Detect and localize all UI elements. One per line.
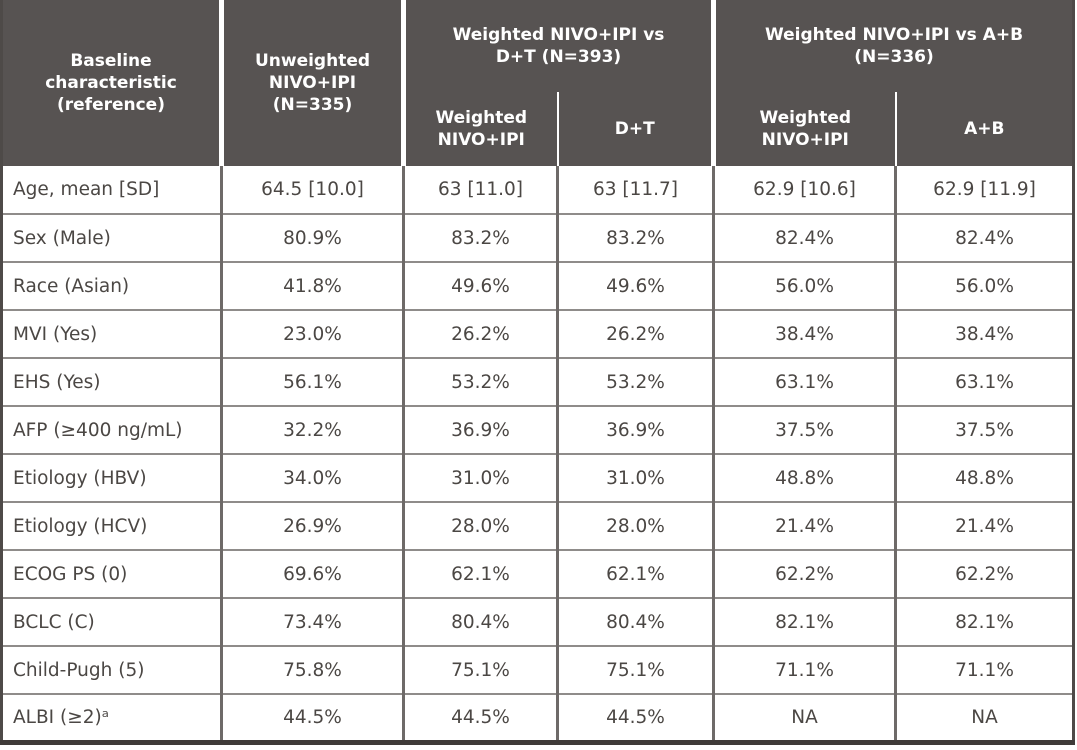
cell-value: 28.0%	[557, 502, 716, 552]
cell-value: 21.4%	[895, 502, 1074, 552]
cell-value: 53.2%	[403, 358, 559, 408]
header-group-weighted-vs-ab: Weighted NIVO+IPI vs A+B (N=336)	[713, 0, 1074, 92]
cell-value: 80.4%	[557, 598, 716, 648]
cell-value: NA	[895, 694, 1074, 743]
table-row-age: Age, mean [SD] 64.5 [10.0] 63 [11.0] 63 …	[1, 166, 1074, 216]
cell-value: 80.4%	[403, 598, 559, 648]
row-label: AFP (≥400 ng/mL)	[1, 406, 223, 456]
cell-value: 48.8%	[713, 454, 898, 504]
cell-value: 53.2%	[557, 358, 716, 408]
row-label: Age, mean [SD]	[1, 166, 223, 216]
cell-value: 62.1%	[557, 550, 716, 600]
row-label: ALBI (≥2)ᵃ	[1, 694, 223, 743]
cell-value: 62.1%	[403, 550, 559, 600]
cell-value: 63 [11.7]	[557, 166, 716, 216]
table-row-mvi: MVI (Yes) 23.0% 26.2% 26.2% 38.4% 38.4%	[1, 310, 1074, 360]
row-label: BCLC (C)	[1, 598, 223, 648]
cell-value: 73.4%	[221, 598, 405, 648]
cell-value: 49.6%	[557, 262, 716, 312]
table-row-race: Race (Asian) 41.8% 49.6% 49.6% 56.0% 56.…	[1, 262, 1074, 312]
cell-value: 37.5%	[713, 406, 898, 456]
cell-value: 28.0%	[403, 502, 559, 552]
cell-value: 26.2%	[557, 310, 716, 360]
subheader-weighted-nivo-ipi-ab: Weighted NIVO+IPI	[713, 92, 897, 166]
table-row-ecog: ECOG PS (0) 69.6% 62.1% 62.1% 62.2% 62.2…	[1, 550, 1074, 600]
cell-value: 71.1%	[713, 646, 898, 696]
table-row-sex: Sex (Male) 80.9% 83.2% 83.2% 82.4% 82.4%	[1, 214, 1074, 264]
row-label: Sex (Male)	[1, 214, 223, 264]
row-label: EHS (Yes)	[1, 358, 223, 408]
table-row-child-pugh: Child-Pugh (5) 75.8% 75.1% 75.1% 71.1% 7…	[1, 646, 1074, 696]
header-baseline-characteristic: Baseline characteristic (reference)	[1, 0, 224, 166]
cell-value: 23.0%	[221, 310, 405, 360]
cell-value: 63 [11.0]	[403, 166, 559, 216]
cell-value: 75.8%	[221, 646, 405, 696]
cell-value: 26.2%	[403, 310, 559, 360]
cell-value: 82.1%	[895, 598, 1074, 648]
subheader-weighted-nivo-ipi-dt: Weighted NIVO+IPI	[403, 92, 559, 166]
cell-value: 62.9 [11.9]	[895, 166, 1074, 216]
cell-value: 26.9%	[221, 502, 405, 552]
cell-value: 31.0%	[403, 454, 559, 504]
header-unweighted-nivo-ipi: Unweighted NIVO+IPI (N=335)	[221, 0, 406, 166]
cell-value: 82.4%	[713, 214, 898, 264]
cell-value: 80.9%	[221, 214, 405, 264]
row-label: MVI (Yes)	[1, 310, 223, 360]
table-row-etiology-hbv: Etiology (HBV) 34.0% 31.0% 31.0% 48.8% 4…	[1, 454, 1074, 504]
cell-value: 34.0%	[221, 454, 405, 504]
cell-value: 83.2%	[403, 214, 559, 264]
cell-value: 56.0%	[713, 262, 898, 312]
cell-value: 82.1%	[713, 598, 898, 648]
table-body: Age, mean [SD] 64.5 [10.0] 63 [11.0] 63 …	[1, 166, 1074, 743]
cell-value: 62.2%	[895, 550, 1074, 600]
row-label: Race (Asian)	[1, 262, 223, 312]
table-row-ehs: EHS (Yes) 56.1% 53.2% 53.2% 63.1% 63.1%	[1, 358, 1074, 408]
cell-value: 69.6%	[221, 550, 405, 600]
cell-value: 21.4%	[713, 502, 898, 552]
cell-value: 44.5%	[221, 694, 405, 743]
cell-value: 36.9%	[403, 406, 559, 456]
cell-value: 62.9 [10.6]	[713, 166, 898, 216]
cell-value: 44.5%	[557, 694, 716, 743]
cell-value: 82.4%	[895, 214, 1074, 264]
cell-value: 63.1%	[895, 358, 1074, 408]
cell-value: 63.1%	[713, 358, 898, 408]
cell-value: 56.1%	[221, 358, 405, 408]
table-row-etiology-hcv: Etiology (HCV) 26.9% 28.0% 28.0% 21.4% 2…	[1, 502, 1074, 552]
cell-value: 62.2%	[713, 550, 898, 600]
cell-value: 31.0%	[557, 454, 716, 504]
cell-value: 49.6%	[403, 262, 559, 312]
cell-value: 64.5 [10.0]	[221, 166, 405, 216]
table-header: Baseline characteristic (reference) Unwe…	[1, 0, 1074, 166]
cell-value: 37.5%	[895, 406, 1074, 456]
table-row-albi: ALBI (≥2)ᵃ 44.5% 44.5% 44.5% NA NA	[1, 694, 1074, 743]
table-row-bclc: BCLC (C) 73.4% 80.4% 80.4% 82.1% 82.1%	[1, 598, 1074, 648]
cell-value: NA	[713, 694, 898, 743]
cell-value: 32.2%	[221, 406, 405, 456]
cell-value: 75.1%	[557, 646, 716, 696]
cell-value: 83.2%	[557, 214, 716, 264]
cell-value: 75.1%	[403, 646, 559, 696]
cell-value: 48.8%	[895, 454, 1074, 504]
cell-value: 38.4%	[713, 310, 898, 360]
row-label: Child-Pugh (5)	[1, 646, 223, 696]
subheader-ab: A+B	[895, 92, 1074, 166]
cell-value: 44.5%	[403, 694, 559, 743]
subheader-dt: D+T	[557, 92, 717, 166]
row-label: Etiology (HBV)	[1, 454, 223, 504]
cell-value: 71.1%	[895, 646, 1074, 696]
table-row-afp: AFP (≥400 ng/mL) 32.2% 36.9% 36.9% 37.5%…	[1, 406, 1074, 456]
cell-value: 41.8%	[221, 262, 405, 312]
cell-value: 36.9%	[557, 406, 716, 456]
header-group-weighted-vs-dt: Weighted NIVO+IPI vs D+T (N=393)	[403, 0, 717, 92]
row-label: Etiology (HCV)	[1, 502, 223, 552]
cell-value: 56.0%	[895, 262, 1074, 312]
row-label: ECOG PS (0)	[1, 550, 223, 600]
cell-value: 38.4%	[895, 310, 1074, 360]
